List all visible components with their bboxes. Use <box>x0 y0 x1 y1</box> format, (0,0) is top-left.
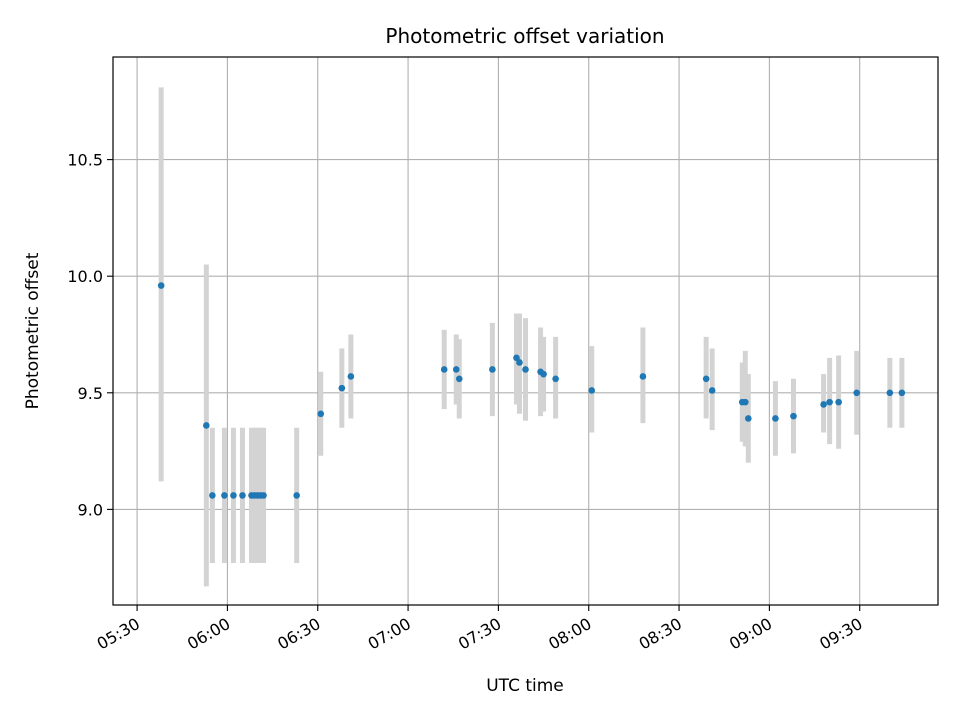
y-tick-label: 9.0 <box>78 500 103 519</box>
data-point <box>455 375 463 383</box>
data-point <box>293 492 300 499</box>
data-point <box>347 373 355 380</box>
grid <box>113 57 938 605</box>
data-point <box>708 387 716 394</box>
data-point <box>853 389 861 397</box>
x-axis-title: UTC time <box>486 676 564 696</box>
data-point <box>790 412 797 420</box>
data-point <box>157 282 165 289</box>
data-point <box>489 366 496 373</box>
y-tick-label: 10.5 <box>67 151 103 170</box>
data-point <box>221 492 228 499</box>
data-point <box>440 366 448 373</box>
data-point <box>886 389 894 397</box>
data-point <box>639 373 647 380</box>
data-point <box>203 422 210 429</box>
data-point <box>826 398 833 406</box>
data-point <box>702 375 710 383</box>
data-point <box>516 359 523 366</box>
data-point <box>522 366 529 373</box>
data-point <box>772 415 779 422</box>
data-point <box>230 492 237 499</box>
data-points <box>157 282 906 499</box>
data-point <box>552 375 559 383</box>
data-point <box>452 366 460 373</box>
data-point <box>513 354 520 362</box>
data-point <box>745 415 752 422</box>
data-point <box>820 401 827 408</box>
data-point <box>338 384 346 392</box>
y-tick-label: 10.0 <box>67 267 103 286</box>
plot-frame <box>112 56 939 606</box>
y-axis: 9.0 9.5 10.0 10.5 <box>67 151 113 519</box>
data-point <box>239 492 246 499</box>
data-point <box>209 492 216 499</box>
data-point <box>317 410 325 418</box>
data-point <box>898 389 906 397</box>
y-axis-title: Photometric offset <box>23 252 43 409</box>
y-tick-label: 9.5 <box>78 384 103 403</box>
chart-title: Photometric offset variation <box>385 24 664 48</box>
data-point <box>588 387 596 394</box>
data-point <box>741 398 749 406</box>
data-point <box>835 398 842 406</box>
data-point <box>260 492 267 499</box>
data-point <box>540 370 547 378</box>
